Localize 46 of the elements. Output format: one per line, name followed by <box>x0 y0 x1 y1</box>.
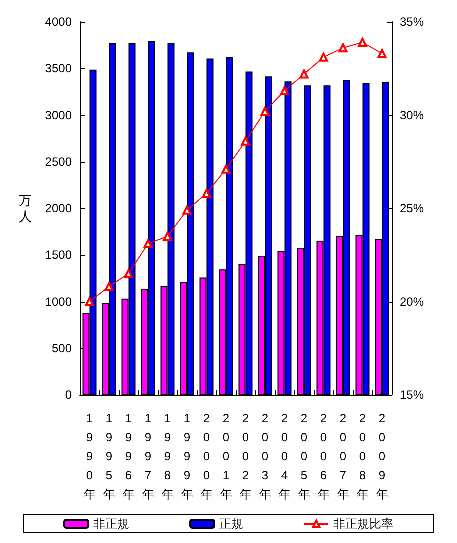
y2-tick-label: 30% <box>400 108 424 122</box>
x-tick-label: 1996年 <box>122 412 135 502</box>
x-tick-label: 2006年 <box>318 412 330 502</box>
point <box>182 206 192 215</box>
y2-tick-label: 35% <box>400 15 424 29</box>
y-tick-label: 500 <box>52 341 72 356</box>
y2-tick-label: 15% <box>400 388 424 402</box>
point <box>241 136 250 146</box>
x-tick-label: 1995年 <box>103 412 116 502</box>
x-tick-label: 1999年 <box>181 412 194 502</box>
y2-tick-label: 25% <box>400 202 424 216</box>
y-tick-label: 1000 <box>45 294 72 309</box>
point <box>202 189 212 198</box>
point <box>144 239 153 248</box>
x-tick-label: 2004年 <box>278 412 291 502</box>
point <box>104 282 114 292</box>
x-tick-label: 2008年 <box>356 412 369 502</box>
point <box>85 297 94 306</box>
y-tick-label: 0 <box>65 388 72 402</box>
y2-tick-label: 20% <box>400 294 424 309</box>
y-tick-label: 2500 <box>45 154 72 169</box>
legend-label: 非正規 <box>94 517 130 531</box>
x-tick-label: 2009年 <box>376 412 388 502</box>
point <box>163 232 172 241</box>
x-tick-label: 1997年 <box>142 412 154 502</box>
y-tick-label: 2000 <box>45 202 72 216</box>
x-tick-label: 1990年 <box>84 412 96 502</box>
x-tick-label: 1998年 <box>162 412 174 502</box>
point <box>300 70 309 79</box>
y-axis-title: 万人 <box>19 193 32 224</box>
y-tick-label: 3500 <box>45 62 72 76</box>
x-tick-label: 2003年 <box>259 412 272 502</box>
point <box>319 52 328 62</box>
legend-label: 正規 <box>220 517 244 531</box>
y-tick-label: 1500 <box>45 248 72 262</box>
point <box>124 269 134 278</box>
x-tick-label: 2001年 <box>220 412 232 502</box>
y-tick-label: 3000 <box>45 108 72 122</box>
point <box>378 49 387 58</box>
point <box>222 164 231 174</box>
x-tick-label: 2005年 <box>298 412 310 502</box>
legend-label: 非正規比率 <box>334 517 394 531</box>
x-tick-label: 2007年 <box>337 412 350 502</box>
x-tick-label: 2000年 <box>200 412 213 502</box>
y-tick-label: 4000 <box>45 15 72 29</box>
x-tick-label: 2002年 <box>240 412 252 502</box>
